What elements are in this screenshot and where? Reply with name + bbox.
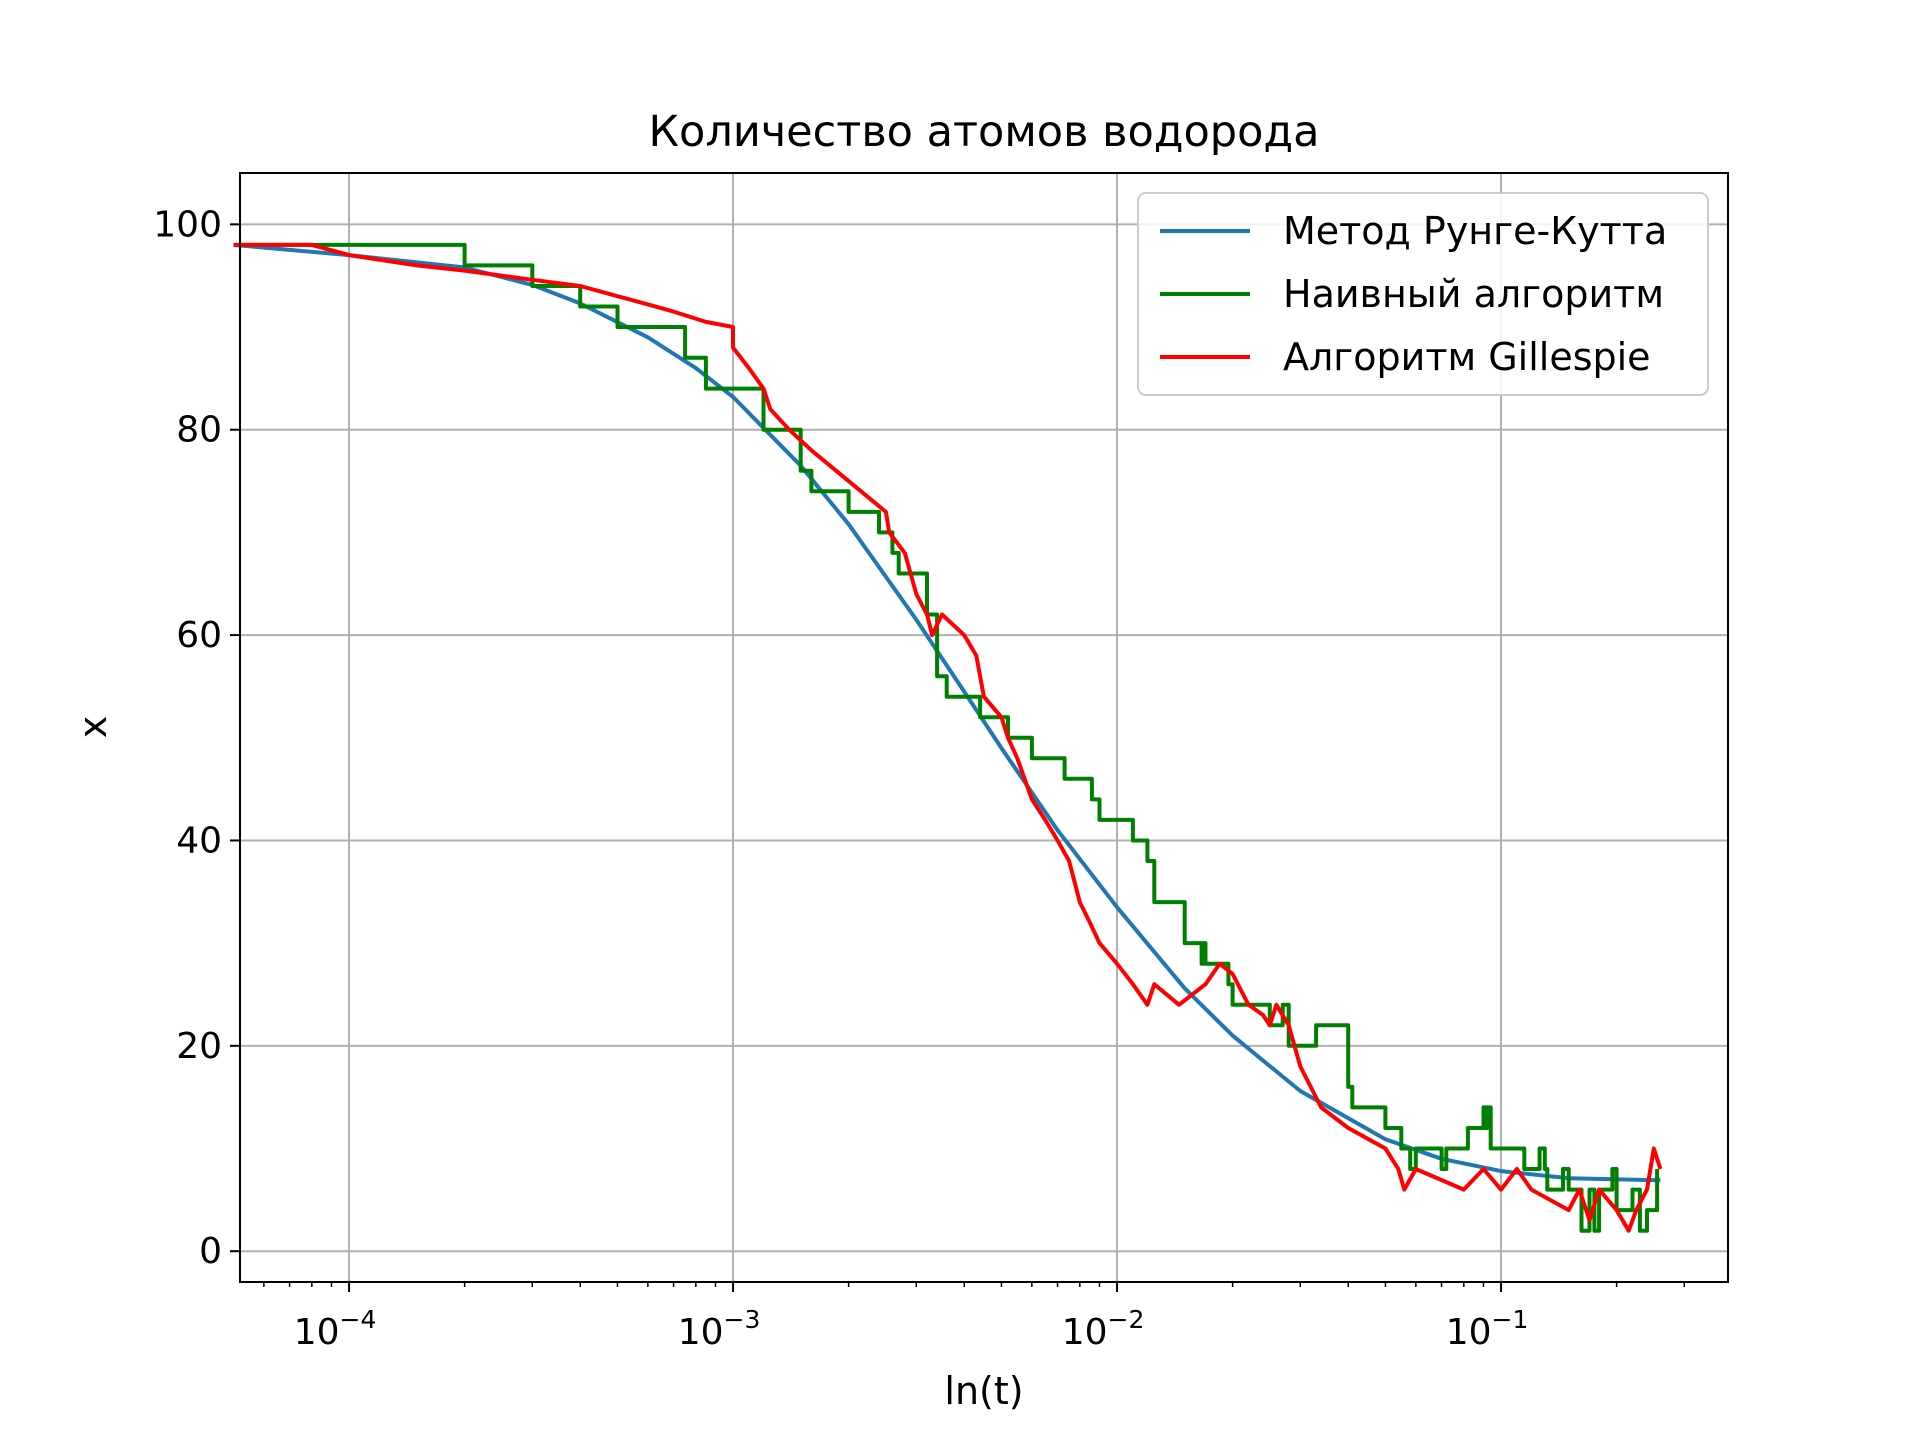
- legend-label: Метод Рунге-Кутта: [1283, 209, 1667, 253]
- y-tick-label: 40: [176, 820, 222, 861]
- y-tick-label: 60: [176, 615, 222, 656]
- grid: [240, 173, 1728, 1282]
- y-tick-label: 80: [176, 410, 222, 451]
- chart-title: Количество атомов водорода: [649, 107, 1320, 157]
- y-tick-label: 0: [199, 1231, 222, 1272]
- y-tick-label: 100: [153, 204, 222, 245]
- x-tick-label: 10−2: [1062, 1305, 1145, 1353]
- y-tick-label: 20: [176, 1026, 222, 1067]
- legend-box: [1137, 192, 1709, 396]
- plot-frame: [239, 172, 1729, 1283]
- legend: Метод Рунге-Кутта Наивный алгоритм Алгорит…: [1137, 192, 1709, 396]
- series-line-2: [233, 242, 1660, 1233]
- y-axis-label: x: [71, 716, 115, 739]
- legend-label: Наивный алгоритм: [1283, 272, 1664, 316]
- series-line-3: [233, 242, 1663, 1233]
- series-group: [233, 242, 1663, 1233]
- x-axis-label: ln(t): [944, 1369, 1023, 1413]
- series-line-1: [233, 242, 1661, 1183]
- legend-label: Алгоритм Gillespie: [1283, 335, 1651, 379]
